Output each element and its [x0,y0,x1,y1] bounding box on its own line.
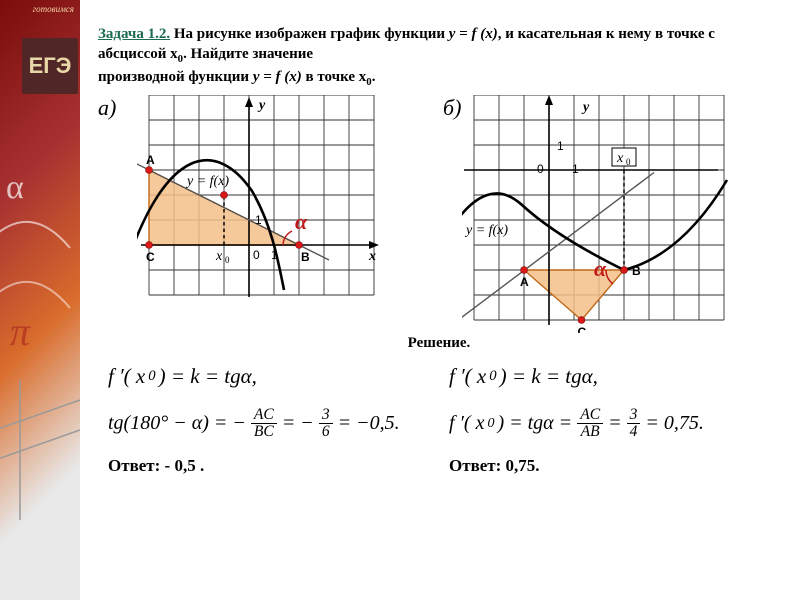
formula-a1: f ′( x0 ) = k = tgα, [108,364,429,389]
svg-text:x: x [215,249,223,264]
formula-row-2: tg(180° − α) = − ACBC = − 36 = −0,5. f ′… [98,405,780,442]
svg-text:A: A [146,153,155,167]
svg-text:0: 0 [225,255,230,265]
svg-text:x: x [368,249,376,264]
problem-statement: Задача 1.2. На рисунке изображен график … [98,24,780,67]
chart-b-col: б) y011ABCαx0y = f(x) [443,95,780,333]
svg-text:π: π [10,309,31,354]
charts-row: а) yx011ABCαx0y = f(x) б) y011ABCαx0y = … [98,95,780,333]
answer-a: Ответ: - 0,5 . [108,456,204,475]
svg-text:1: 1 [255,213,262,227]
chart-b: y011ABCαx0y = f(x) [462,95,762,333]
svg-text:1: 1 [572,162,579,176]
chart-a: yx011ABCαx0y = f(x) [137,95,397,310]
svg-text:C: C [146,250,155,264]
svg-text:1: 1 [557,139,564,153]
problem-label: Задача 1.2. [98,26,170,42]
svg-text:A: A [520,275,529,289]
formula-a2: tg(180° − α) = − ACBC = − 36 = −0,5. [108,407,429,440]
svg-text:0: 0 [537,162,544,176]
svg-text:1: 1 [271,248,278,262]
svg-text:y: y [581,100,590,115]
svg-text:0: 0 [626,157,631,167]
problem-statement-2: производной функции y = f (x) в точке x0… [98,67,780,90]
svg-text:y = f(x): y = f(x) [185,174,229,189]
sidebar-art: α π [0,0,80,600]
chart-a-col: а) yx011ABCαx0y = f(x) [98,95,435,333]
svg-text:y: y [257,98,266,113]
answers-row: Ответ: - 0,5 . Ответ: 0,75. [98,456,780,476]
svg-text:C: C [577,325,586,333]
content-area: Задача 1.2. На рисунке изображен график … [80,0,800,600]
sidebar-deco: готовимся ЕГЭ α π [0,0,80,600]
svg-text:B: B [632,264,641,278]
formula-b1: f ′( x0 ) = k = tgα, [449,364,770,389]
svg-text:x: x [616,151,624,166]
svg-text:α: α [6,169,24,206]
answer-b: Ответ: 0,75. [449,456,540,475]
svg-text:α: α [295,209,308,234]
svg-text:α: α [594,256,607,281]
formula-row-1: f ′( x0 ) = k = tgα, f ′( x0 ) = k = tgα… [98,362,780,391]
svg-text:B: B [301,250,310,264]
svg-text:0: 0 [253,248,260,262]
svg-text:y = f(x): y = f(x) [464,223,508,238]
panel-b-label: б) [443,95,461,121]
formula-b2: f ′( x0 ) = tgα = ACAB = 34 = 0,75. [449,407,770,440]
panel-a-label: а) [98,95,116,121]
solution-header: Решение. [98,335,780,352]
